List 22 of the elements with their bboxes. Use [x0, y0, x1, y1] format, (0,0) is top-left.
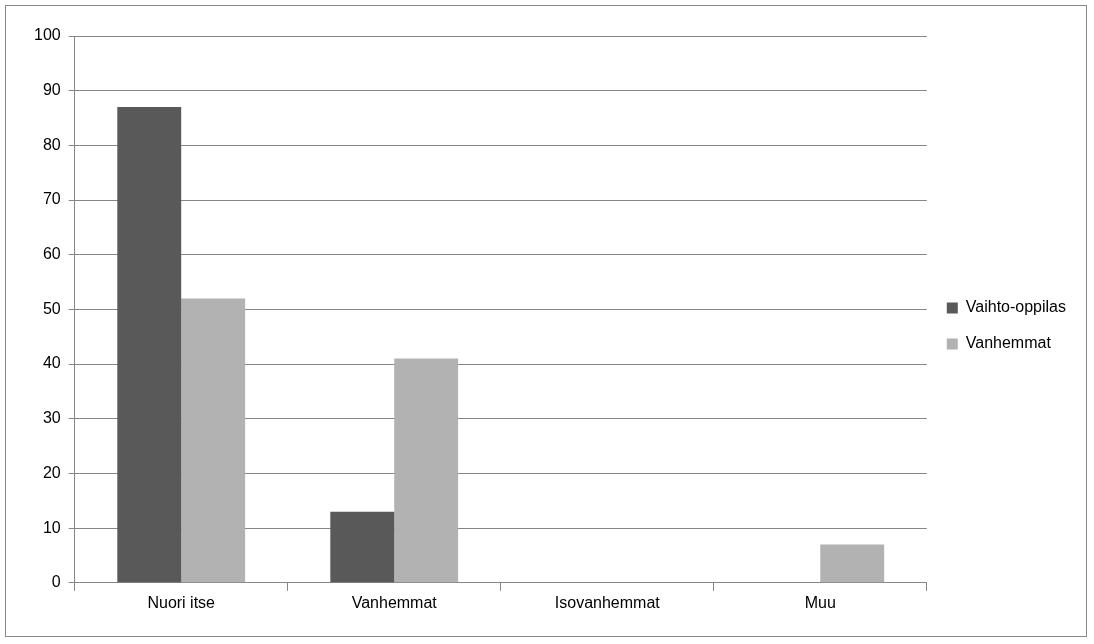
y-tick-label: 90	[42, 81, 61, 99]
x-tick-label: Muu	[804, 593, 836, 611]
bar	[394, 358, 459, 583]
y-tick-label: 30	[42, 409, 61, 427]
y-tick-label: 0	[51, 573, 61, 591]
bar	[330, 511, 395, 583]
y-tick-label: 10	[42, 518, 61, 536]
y-tick-label: 50	[42, 299, 61, 317]
y-tick-label: 60	[42, 245, 61, 263]
bar	[820, 544, 885, 583]
legend-label: Vaihto-oppilas	[965, 298, 1067, 316]
bar	[181, 298, 246, 583]
legend-label: Vanhemmat	[965, 334, 1052, 352]
bar	[117, 107, 182, 583]
y-tick-label: 100	[33, 26, 61, 44]
y-tick-label: 80	[42, 135, 61, 153]
x-tick-label: Isovanhemmat	[554, 593, 661, 611]
y-tick-label: 70	[42, 190, 61, 208]
x-tick-label: Nuori itse	[147, 593, 216, 611]
y-tick-label: 40	[42, 354, 61, 372]
y-tick-label: 20	[42, 463, 61, 481]
x-tick-label: Vanhemmat	[351, 593, 438, 611]
